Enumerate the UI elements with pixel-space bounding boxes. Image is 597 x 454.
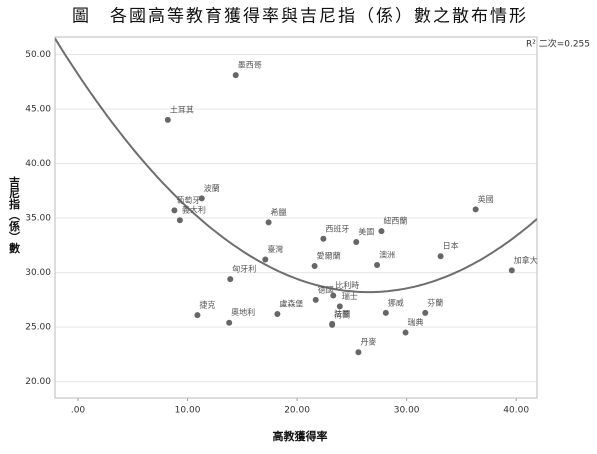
point-label: 英國	[478, 194, 494, 204]
point	[176, 217, 183, 224]
y-tick-label: 40.00	[25, 159, 51, 169]
y-tick-label: 50.00	[25, 50, 51, 60]
point	[265, 219, 272, 226]
x-tick-label: 10.00	[175, 406, 201, 416]
point-label: 希臘	[271, 207, 287, 217]
point	[164, 116, 171, 123]
x-axis-label: 高教獲得率	[273, 429, 328, 443]
point-label: 加拿大	[514, 255, 538, 265]
point-label: 荷蘭	[334, 309, 350, 319]
point	[437, 253, 444, 260]
point	[353, 239, 360, 246]
point-label: 丹麥	[360, 337, 376, 347]
point	[472, 206, 479, 213]
point	[198, 195, 205, 202]
point	[274, 311, 281, 318]
y-tick-label: 30.00	[25, 268, 51, 278]
point-label: 挪威	[388, 297, 404, 307]
point-label: 西班牙	[325, 223, 349, 233]
x-tick-label: 30.00	[394, 406, 420, 416]
plot-frame	[54, 36, 538, 399]
point	[226, 319, 233, 326]
point	[312, 296, 319, 303]
point	[374, 261, 381, 268]
point	[320, 235, 327, 242]
point	[262, 256, 269, 263]
point-label: 波蘭	[204, 183, 220, 193]
point	[378, 228, 385, 235]
point-label: 盧森堡	[279, 299, 303, 309]
point-label: 愛爾蘭	[317, 251, 341, 261]
point	[422, 309, 429, 316]
point-label: 墨西哥	[238, 61, 262, 70]
point-label: 匈牙利	[232, 264, 256, 274]
point	[227, 276, 234, 283]
y-tick-label: 25.00	[25, 323, 51, 333]
x-tick-label: .00	[71, 406, 86, 416]
point-label: 德國	[318, 284, 334, 294]
y-tick-label: 35.00	[25, 214, 51, 224]
point-label: 芬蘭	[427, 297, 443, 307]
point-label: 奧地利	[231, 307, 255, 317]
point-label: 日本	[443, 241, 459, 251]
point	[355, 349, 362, 356]
point	[194, 312, 201, 319]
point	[232, 72, 239, 79]
point	[508, 267, 515, 274]
point-label: 澳洲	[379, 249, 395, 259]
chart-title: 圖 各國高等教育獲得率與吉尼指（係）數之散布情形	[72, 7, 528, 27]
point-label: 臺灣	[267, 244, 283, 254]
point	[311, 263, 318, 270]
point-label: 美國	[358, 227, 374, 237]
annotation: R² 二次=0.255	[526, 38, 590, 50]
point	[330, 292, 337, 299]
y-axis-label: 吉尼指（係）數	[8, 175, 22, 254]
y-tick-label: 20.00	[25, 377, 51, 387]
point-label: 葡萄牙	[176, 195, 200, 205]
point-label: 法國	[334, 308, 350, 318]
point-label: 義大利	[182, 205, 206, 215]
x-tick-label: 20.00	[284, 406, 310, 416]
point	[171, 207, 178, 214]
x-tick-label: 40.00	[503, 406, 529, 416]
point-label: 瑞典	[408, 317, 424, 327]
point-label: 比利時	[335, 280, 359, 290]
point	[402, 329, 409, 336]
point-label: 捷克	[199, 300, 215, 310]
point	[336, 303, 343, 310]
point	[329, 321, 336, 328]
y-tick-label: 45.00	[25, 104, 51, 114]
point-label: 紐西蘭	[383, 216, 407, 226]
point	[382, 309, 389, 316]
fit-curve	[55, 37, 537, 294]
point-label: 土耳其	[170, 104, 194, 114]
point-label: 瑞士	[342, 291, 358, 301]
